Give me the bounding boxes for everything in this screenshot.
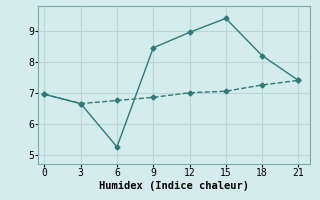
X-axis label: Humidex (Indice chaleur): Humidex (Indice chaleur): [100, 181, 249, 191]
